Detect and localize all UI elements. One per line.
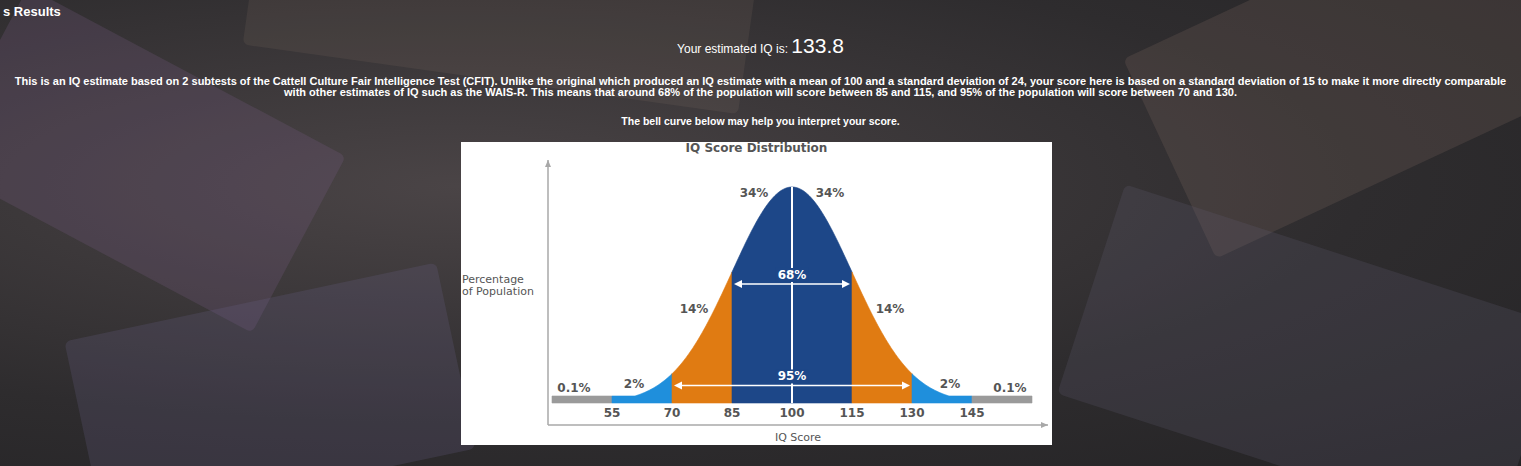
chart-panel	[461, 142, 1052, 445]
range-arrow	[680, 385, 904, 387]
chart-title: IQ Score Distribution	[686, 141, 828, 155]
distribution-band	[672, 272, 732, 403]
description: This is an IQ estimate based on 2 subtes…	[4, 76, 1517, 98]
data-label: 2%	[624, 377, 644, 391]
y-axis	[547, 160, 549, 425]
distribution-band	[972, 396, 1032, 403]
x-tick-label: 115	[839, 406, 864, 420]
data-label: 14%	[680, 302, 709, 316]
range-label: 95%	[778, 369, 807, 383]
distribution-band	[912, 374, 972, 403]
distribution-band	[552, 396, 612, 403]
x-tick-label: 70	[664, 406, 681, 420]
x-tick-label: 100	[779, 406, 804, 420]
x-tick-label: 130	[899, 406, 924, 420]
range-arrow	[740, 283, 844, 285]
distribution-band	[612, 374, 672, 403]
arrow-head	[734, 280, 742, 288]
score-line: Your estimated IQ is: 133.8	[0, 34, 1521, 58]
plot-area	[552, 187, 1032, 403]
x-tick-label: 85	[724, 406, 741, 420]
label-patch	[776, 268, 809, 282]
arrow-head	[842, 280, 850, 288]
score-value: 133.8	[791, 34, 844, 57]
range-label: 68%	[778, 268, 807, 282]
x-tick-label: 145	[959, 406, 984, 420]
x-axis-title: IQ Score	[775, 431, 821, 444]
arrow-head	[902, 381, 910, 389]
x-axis	[548, 424, 1048, 426]
data-label: 2%	[940, 377, 960, 391]
data-label: 34%	[740, 186, 769, 200]
label-patch	[776, 369, 809, 383]
data-label: 0.1%	[993, 381, 1026, 395]
y-axis-title: Percentageof Population	[462, 273, 534, 298]
data-label: 34%	[816, 186, 845, 200]
distribution-band	[852, 272, 912, 403]
page-header: s Results	[3, 4, 61, 19]
hint: The bell curve below may help you interp…	[0, 115, 1521, 127]
arrow-head	[674, 381, 682, 389]
x-tick-label: 55	[604, 406, 621, 420]
banknote	[1057, 184, 1521, 466]
y-axis-title-line: of Population	[462, 285, 534, 298]
data-label: 14%	[876, 302, 905, 316]
y-axis-arrow	[545, 160, 551, 167]
data-label: 0.1%	[557, 381, 590, 395]
x-axis-arrow	[1041, 422, 1048, 428]
chart: IQ Score Distribution 55 70 85 100 115 130 145 I…	[0, 0, 1521, 466]
score-label: Your estimated IQ is:	[677, 42, 788, 56]
